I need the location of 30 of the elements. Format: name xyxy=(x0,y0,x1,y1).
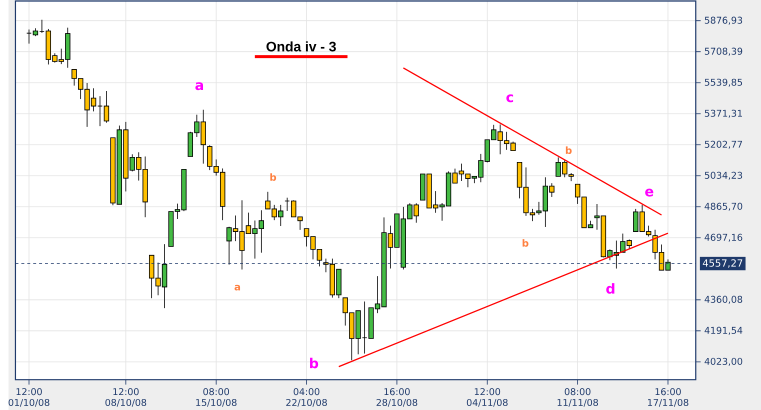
annotation: b xyxy=(522,238,528,247)
y-tick-label: 4360,08 xyxy=(704,296,742,304)
y-tick-label: 5202,77 xyxy=(704,140,742,149)
annotation: b xyxy=(310,358,318,368)
y-tick-label: 5876,93 xyxy=(704,16,742,25)
annotation: e xyxy=(645,188,654,196)
y-tick-label: 4865,70 xyxy=(704,202,742,211)
x-tick-label: 04:00 22/10/08 xyxy=(286,388,327,407)
y-tick-label: 5539,85 xyxy=(704,78,742,87)
x-tick-label: 12:00 04/11/08 xyxy=(466,388,508,407)
y-tick-label: 5034,23 xyxy=(704,172,742,180)
x-tick-label: 12:00 01/10/08 xyxy=(8,388,50,407)
x-tick-label: 12:00 08/10/08 xyxy=(105,388,146,407)
annotation: c xyxy=(506,94,514,102)
y-tick-label: 5371,31 xyxy=(704,110,742,118)
x-tick-label: 16:00 17/11/08 xyxy=(648,388,688,407)
ref-line-label: 4557,27 xyxy=(702,259,742,268)
annotation: a xyxy=(195,82,204,90)
y-tick-label: 5708,39 xyxy=(704,48,742,56)
annotation: d xyxy=(606,282,614,294)
annotation: b xyxy=(566,146,572,154)
annotation: a xyxy=(234,284,240,290)
x-tick-label: 08:00 11/11/08 xyxy=(558,388,598,407)
y-tick-label: 4191,54 xyxy=(704,326,742,335)
y-tick-label: 4697,16 xyxy=(704,234,742,242)
y-tick-label: 4023,00 xyxy=(704,358,742,366)
text: Onda iv - 3 xyxy=(266,41,336,52)
annotation: b xyxy=(270,173,276,181)
x-tick-label: 16:00 28/10/08 xyxy=(376,388,418,407)
x-tick-label: 08:00 15/10/08 xyxy=(196,388,237,407)
